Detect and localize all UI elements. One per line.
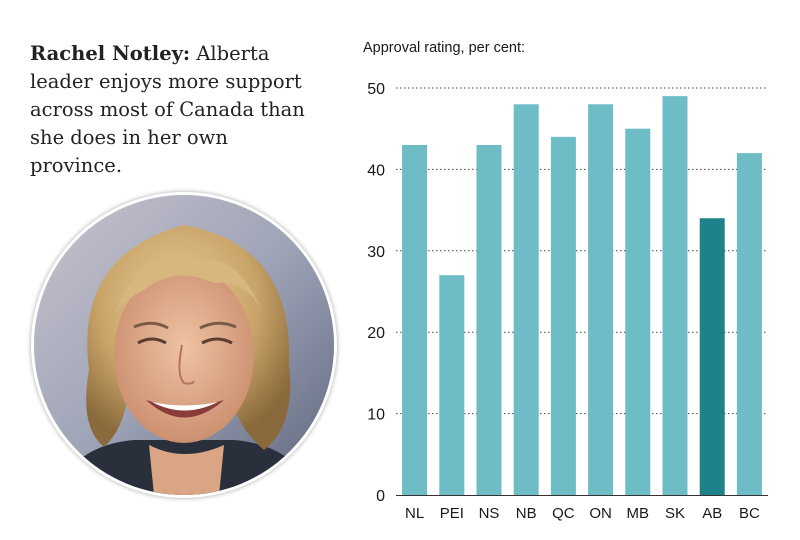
x-tick-label-bc: BC [739,505,760,522]
y-axis-tick-labels: 0 10 20 30 40 50 [367,81,385,505]
x-tick-label-nl: NL [405,505,424,522]
x-tick-label-sk: SK [665,505,685,522]
x-tick-label-ab: AB [702,505,722,522]
caption-name: Rachel Notley: [30,42,191,65]
y-tick-label-20: 20 [367,325,385,342]
x-tick-label-mb: MB [627,505,650,522]
portrait-photo [34,195,334,495]
bars [402,96,762,496]
x-tick-label-pei: PEI [440,505,464,522]
portrait-illustration [34,195,334,495]
bar-on [588,104,614,495]
x-tick-label-nb: NB [516,505,537,522]
x-tick-label-qc: QC [552,505,575,522]
x-tick-label-on: ON [589,505,612,522]
y-tick-label-40: 40 [367,162,385,179]
bar-bc [736,153,762,495]
bar-ab [699,218,725,496]
y-tick-label-50: 50 [367,81,385,98]
bar-mb [625,128,651,495]
y-tick-label-30: 30 [367,244,385,261]
bar-qc [550,136,576,495]
bar-pei [439,275,465,495]
caption: Rachel Notley: Alberta leader enjoys mor… [30,40,320,180]
caption-text: Alberta leader enjoys more support acros… [30,42,305,177]
bar-nb [513,104,539,495]
bar-ns [476,144,502,496]
y-tick-label-10: 10 [367,407,385,424]
x-axis-tick-labels: NL PEI NS NB QC ON MB SK AB BC [405,505,760,522]
x-tick-label-ns: NS [479,505,500,522]
bar-sk [662,96,688,495]
y-tick-label-0: 0 [376,488,385,505]
bar-nl [402,144,428,496]
chart-title: Approval rating, per cent: [363,40,525,56]
